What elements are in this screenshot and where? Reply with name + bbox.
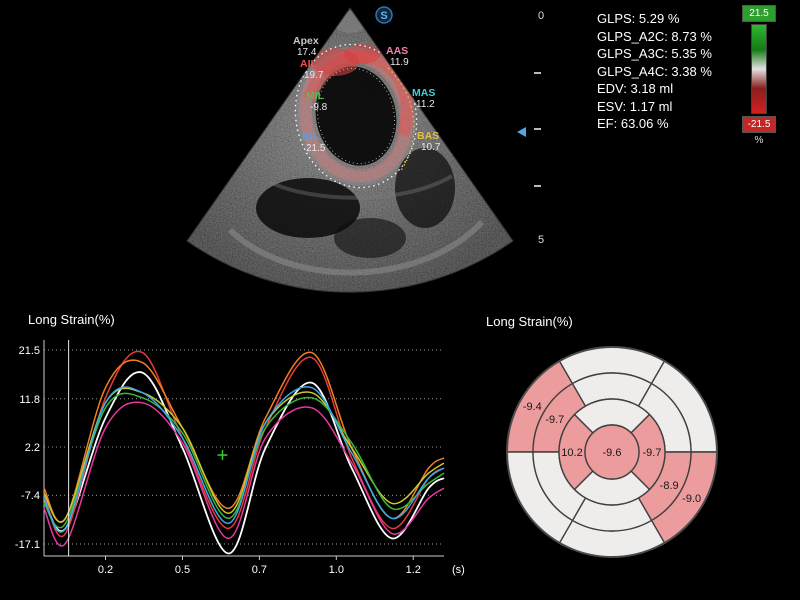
y-tick-label: 2.2 [25, 442, 40, 454]
segment-value: 21.5 [306, 143, 326, 154]
x-axis-unit-label: (s) [452, 564, 465, 576]
measure-crosshair[interactable] [217, 450, 228, 461]
strain-colorbar: 21.5 -21.5 % [742, 5, 776, 146]
measurements-panel: GLPS: 5.29 % GLPS_A2C: 8.73 % GLPS_A3C: 5.… [597, 10, 712, 133]
bullseye-segment-value: -8.9 [660, 480, 679, 492]
segment-label: MAS [412, 87, 435, 99]
x-tick-label: 0.2 [98, 564, 113, 576]
measurement-line: GLPS_A4C: 3.38 % [597, 63, 712, 79]
epicardium-dotted-line [294, 43, 418, 189]
segment-label: BAS [417, 130, 439, 142]
strain-curve-avg [43, 371, 445, 555]
depth-ruler: 0 5 [528, 4, 552, 254]
strain-chart-title: Long Strain(%) [28, 312, 115, 327]
depth-tick [534, 185, 541, 187]
bullseye-segment-value: -9.7 [643, 447, 662, 459]
segment-value: 11.9 [390, 57, 409, 68]
x-tick-label: 0.5 [175, 564, 190, 576]
bullseye-outer-rim [506, 346, 718, 558]
colorbar-min-label: -21.5 [742, 116, 776, 133]
measurement-line: EDV: 3.18 ml [597, 81, 674, 96]
bullseye-segment-value: -9.4 [523, 401, 542, 413]
bullseye-segment-value: 10.2 [561, 447, 582, 459]
segment-value: 19.7 [304, 70, 324, 81]
measurement-line: ESV: 1.17 ml [597, 98, 673, 114]
strain-chart: 21.5 11.8 2.2 -7.4 -17.1 0.2 0.5 0.7 1.0 1.2 (s) [15, 340, 465, 576]
y-tick-label: -7.4 [21, 490, 40, 502]
colorbar-unit-label: % [754, 135, 764, 146]
ultrasound-sector [187, 8, 513, 293]
depth-tick [534, 72, 541, 74]
depth-tick [534, 128, 541, 130]
colorbar-gradient [751, 24, 767, 114]
segment-label: MIL [306, 90, 325, 102]
endocardium-dotted-line [317, 67, 395, 165]
bullseye-center-value: -9.6 [603, 447, 622, 459]
measurement-line: GLPS_A3C: 5.35 % [597, 46, 712, 61]
focus-marker-icon[interactable] [517, 127, 526, 137]
x-tick-label: 1.0 [329, 564, 344, 576]
segment-labels: Apex17.4AIL19.7MIL-9.8BIL21.5AAS11.9MAS1… [293, 35, 441, 154]
x-tick-label: 1.2 [406, 564, 421, 576]
depth-label-bottom: 5 [538, 234, 545, 246]
y-tick-label: -17.1 [15, 539, 40, 551]
bullseye-segment-value: -9.0 [682, 493, 701, 505]
segment-label: Apex [293, 35, 319, 47]
segment-label: AIL [300, 58, 318, 70]
bullseye-plot: -9.4 -9.0 -9.7 -8.9 10.2 -9.7 -9.6 [506, 346, 718, 558]
bullseye-segment-value: -9.7 [545, 414, 564, 426]
vendor-logo-letter: S [380, 10, 387, 22]
segment-label: BIL [302, 131, 320, 143]
measurement-line: GLPS_A2C: 8.73 % [597, 28, 712, 44]
strain-curve-segment-6 [43, 401, 445, 547]
bullseye-center-segment [584, 424, 640, 480]
segment-value: 17.4 [297, 47, 317, 58]
segment-label: AAS [386, 45, 408, 57]
roi-dotted-line-yellow [387, 67, 415, 173]
x-tick-label: 0.7 [252, 564, 267, 576]
depth-label-top: 0 [538, 10, 545, 22]
segment-value: 11.2 [416, 99, 435, 110]
bullseye-title: Long Strain(%) [486, 314, 573, 329]
colorbar-max-label: 21.5 [742, 5, 776, 22]
strain-curve-segment-5 [43, 386, 445, 533]
y-tick-label: 21.5 [19, 345, 40, 357]
measurement-line: GLPS: 5.29 % [597, 11, 680, 26]
y-tick-label: 11.8 [19, 394, 40, 406]
measurement-line: EF: 63.06 % [597, 116, 669, 131]
segment-value: 10.7 [421, 142, 441, 153]
vendor-logo: S [375, 6, 393, 24]
segment-value: -9.8 [310, 102, 328, 113]
